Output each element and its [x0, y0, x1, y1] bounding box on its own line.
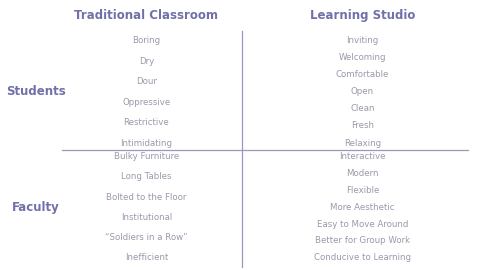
- Text: Students: Students: [6, 85, 66, 98]
- Text: Boring: Boring: [132, 36, 160, 45]
- Text: Learning Studio: Learning Studio: [310, 9, 415, 22]
- Text: Better for Group Work: Better for Group Work: [315, 237, 410, 245]
- Text: Restrictive: Restrictive: [123, 118, 169, 127]
- Text: Oppressive: Oppressive: [122, 97, 170, 107]
- Text: Bulky Furniture: Bulky Furniture: [114, 152, 179, 161]
- Text: Dry: Dry: [139, 56, 154, 66]
- Text: Fresh: Fresh: [351, 122, 374, 130]
- Text: “Soldiers in a Row”: “Soldiers in a Row”: [105, 233, 188, 242]
- Text: Open: Open: [351, 87, 374, 96]
- Text: Modern: Modern: [346, 169, 379, 178]
- Text: Welcoming: Welcoming: [339, 53, 386, 62]
- Text: Dour: Dour: [136, 77, 157, 86]
- Text: Institutional: Institutional: [121, 213, 172, 222]
- Text: Relaxing: Relaxing: [344, 139, 381, 148]
- Text: Inviting: Inviting: [346, 36, 379, 45]
- Text: More Aesthetic: More Aesthetic: [330, 203, 395, 212]
- Text: Bolted to the Floor: Bolted to the Floor: [106, 193, 187, 202]
- Text: Clean: Clean: [350, 104, 375, 113]
- Text: Conducive to Learning: Conducive to Learning: [314, 253, 411, 262]
- Text: Intimidating: Intimidating: [120, 139, 172, 148]
- Text: Flexible: Flexible: [346, 186, 379, 195]
- Text: Faculty: Faculty: [12, 201, 60, 214]
- Text: Long Tables: Long Tables: [121, 172, 172, 181]
- Text: Comfortable: Comfortable: [336, 70, 389, 79]
- Text: Interactive: Interactive: [339, 152, 385, 161]
- Text: Easy to Move Around: Easy to Move Around: [317, 220, 408, 229]
- Text: Inefficient: Inefficient: [125, 253, 168, 262]
- Text: Traditional Classroom: Traditional Classroom: [74, 9, 218, 22]
